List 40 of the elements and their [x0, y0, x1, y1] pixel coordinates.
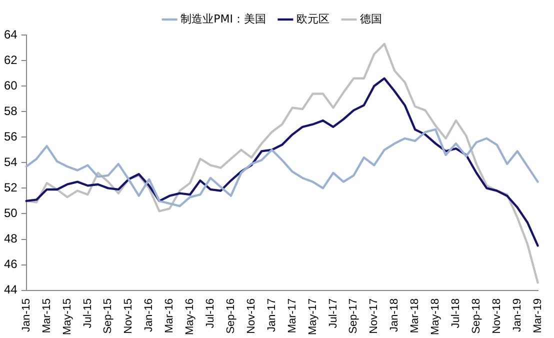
x-tick-label: Nov-17 [368, 298, 380, 334]
x-tick-label: Jul-18 [450, 298, 462, 328]
y-tick-label: 46 [4, 257, 18, 272]
x-tick-label: Mar-15 [40, 298, 53, 334]
x-tick-label: Sep-17 [348, 298, 360, 334]
y-tick-label: 54 [4, 154, 18, 169]
x-tick-label: Jan-16 [143, 298, 156, 332]
y-tick-label: 56 [4, 129, 18, 144]
x-tick-label: Mar-16 [164, 298, 176, 334]
y-tick-label: 44 [4, 282, 18, 297]
x-tick-label: Sep-16 [224, 298, 237, 334]
legend-label: 欧元区 [296, 12, 330, 26]
y-tick-label: 60 [4, 78, 18, 92]
legend-label: 德国 [360, 12, 382, 26]
y-tick-label: 58 [4, 104, 18, 118]
x-tick-label: Jul-17 [327, 298, 340, 328]
x-tick-label: Nov-16 [245, 298, 258, 334]
x-tick-label: Sep-15 [102, 298, 114, 334]
x-tick-label: May-18 [430, 298, 442, 336]
x-tick-label: Mar-19 [532, 298, 544, 334]
x-tick-label: May-16 [184, 298, 196, 336]
x-tick-label: Jan-18 [388, 298, 401, 332]
x-tick-label: Nov-15 [122, 298, 135, 334]
x-tick-label: Sep-18 [470, 298, 482, 334]
x-tick-label: May-17 [306, 298, 319, 336]
y-tick-label: 52 [4, 180, 18, 195]
x-tick-label: Mar-18 [409, 298, 422, 334]
x-tick-label: Jan-15 [20, 298, 32, 332]
y-tick-label: 64 [4, 27, 18, 42]
x-tick-label: Jan-19 [511, 298, 524, 332]
x-tick-label: Mar-17 [286, 298, 298, 334]
y-tick-label: 62 [4, 52, 18, 67]
x-tick-label: Jul-15 [82, 298, 94, 328]
y-tick-label: 50 [4, 206, 18, 220]
x-tick-label: Jan-17 [266, 298, 278, 332]
legend-label: 制造业PMI：美国 [180, 12, 266, 26]
x-tick-label: May-15 [61, 298, 74, 336]
y-tick-label: 48 [4, 232, 18, 246]
x-tick-label: Jul-16 [204, 298, 216, 328]
x-tick-label: Nov-18 [490, 298, 503, 334]
